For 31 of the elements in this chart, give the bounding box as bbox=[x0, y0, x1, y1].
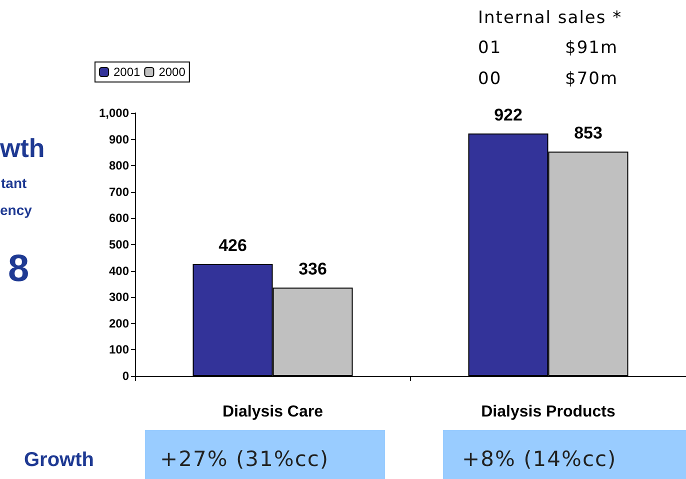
data-label: 426 bbox=[218, 236, 247, 255]
y-tick-label: 200 bbox=[108, 316, 130, 330]
text: +8% (14%cc) bbox=[462, 447, 617, 471]
x-tick-label: Dialysis Care bbox=[222, 404, 324, 420]
y-tick-label: 800 bbox=[108, 158, 130, 173]
text: 8 bbox=[8, 248, 30, 290]
text: Internal sales * bbox=[478, 8, 622, 28]
data-label: 853 bbox=[574, 124, 602, 143]
text: Growth bbox=[24, 449, 94, 471]
y-tick-label: 400 bbox=[108, 264, 130, 278]
legend-label: 2000 bbox=[158, 65, 186, 79]
y-tick-label: 0 bbox=[122, 369, 130, 383]
y-tick-label: 100 bbox=[108, 342, 130, 357]
y-tick-label: 900 bbox=[108, 132, 130, 146]
text: 00 bbox=[478, 69, 502, 89]
x-tick-label: Dialysis Products bbox=[481, 404, 616, 420]
text: wth bbox=[0, 133, 45, 163]
y-tick-label: 500 bbox=[108, 238, 130, 252]
text: +27% (31%cc) bbox=[160, 447, 330, 471]
data-label: 922 bbox=[494, 106, 522, 125]
text: $70m bbox=[565, 69, 618, 89]
y-tick-label: 1,000 bbox=[98, 106, 130, 120]
text: $91m bbox=[565, 38, 618, 58]
text: 01 bbox=[478, 38, 502, 58]
y-tick-label: 600 bbox=[108, 211, 130, 226]
legend-label: 2001 bbox=[114, 65, 141, 79]
data-label: 336 bbox=[298, 260, 327, 279]
y-tick-label: 700 bbox=[108, 184, 130, 199]
text: ency bbox=[0, 202, 32, 218]
text: tant bbox=[1, 175, 27, 191]
y-tick-label: 300 bbox=[108, 290, 130, 304]
